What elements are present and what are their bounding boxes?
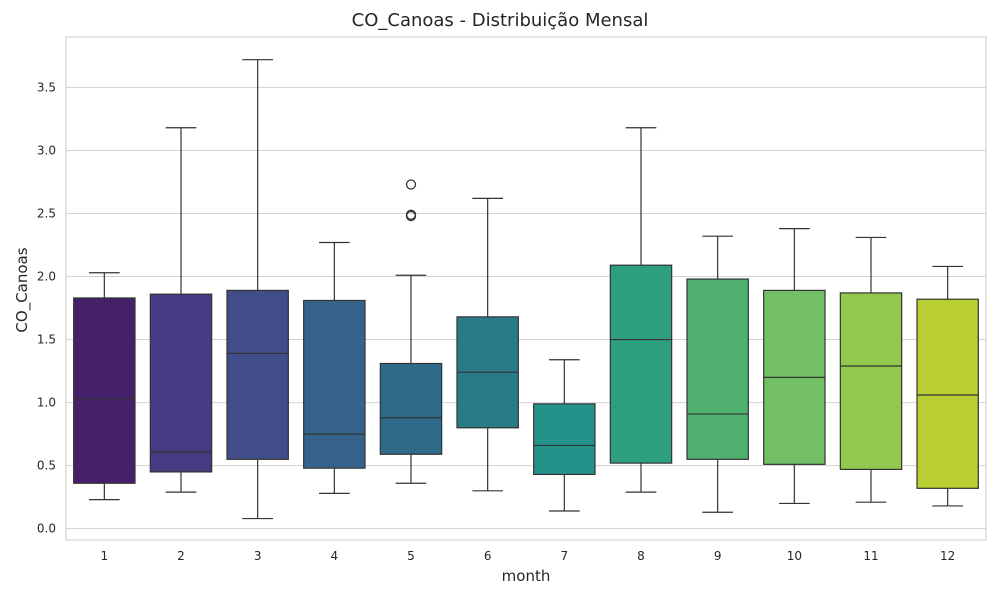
box-month-8 — [609, 264, 673, 464]
box-month-11 — [839, 292, 903, 471]
box-month-2 — [149, 293, 213, 473]
x-tick-label: 2 — [177, 549, 185, 563]
box-month-7 — [533, 403, 596, 476]
outlier-point — [405, 179, 417, 190]
x-tick-label: 10 — [787, 549, 802, 563]
x-tick-label: 4 — [331, 549, 339, 563]
box-month-4 — [303, 299, 366, 469]
x-axis-label: month — [501, 567, 551, 585]
x-tick-label: 8 — [637, 549, 645, 563]
plot-frame — [65, 36, 987, 541]
box-month-1 — [73, 297, 136, 484]
x-tick-label: 9 — [714, 549, 722, 563]
box-month-5 — [379, 362, 443, 455]
chart-title: CO_Canoas - Distribuição Mensal — [351, 10, 649, 31]
x-tick-label: 6 — [484, 549, 492, 563]
y-tick-label: 1.0 — [37, 396, 56, 410]
x-tick-label: 5 — [407, 549, 415, 563]
outlier-point — [405, 209, 417, 220]
y-tick-label: 0.5 — [37, 459, 56, 473]
x-tick-label: 11 — [863, 549, 878, 563]
y-tick-label: 0.0 — [37, 522, 56, 536]
x-tick-label: 1 — [101, 549, 109, 563]
y-tick-label: 3.0 — [37, 143, 56, 157]
box-month-9 — [686, 278, 749, 460]
y-tick-label: 1.5 — [37, 333, 56, 347]
box-month-3 — [226, 289, 289, 460]
x-tick-label: 3 — [254, 549, 262, 563]
x-tick-label: 7 — [561, 549, 569, 563]
y-tick-label: 2.5 — [37, 206, 56, 220]
x-tick-label: 12 — [940, 549, 955, 563]
y-tick-label: 3.5 — [37, 80, 56, 94]
y-axis-label: CO_Canoas — [13, 247, 31, 333]
y-tick-label: 2.0 — [37, 270, 56, 284]
box-month-12 — [916, 298, 979, 489]
